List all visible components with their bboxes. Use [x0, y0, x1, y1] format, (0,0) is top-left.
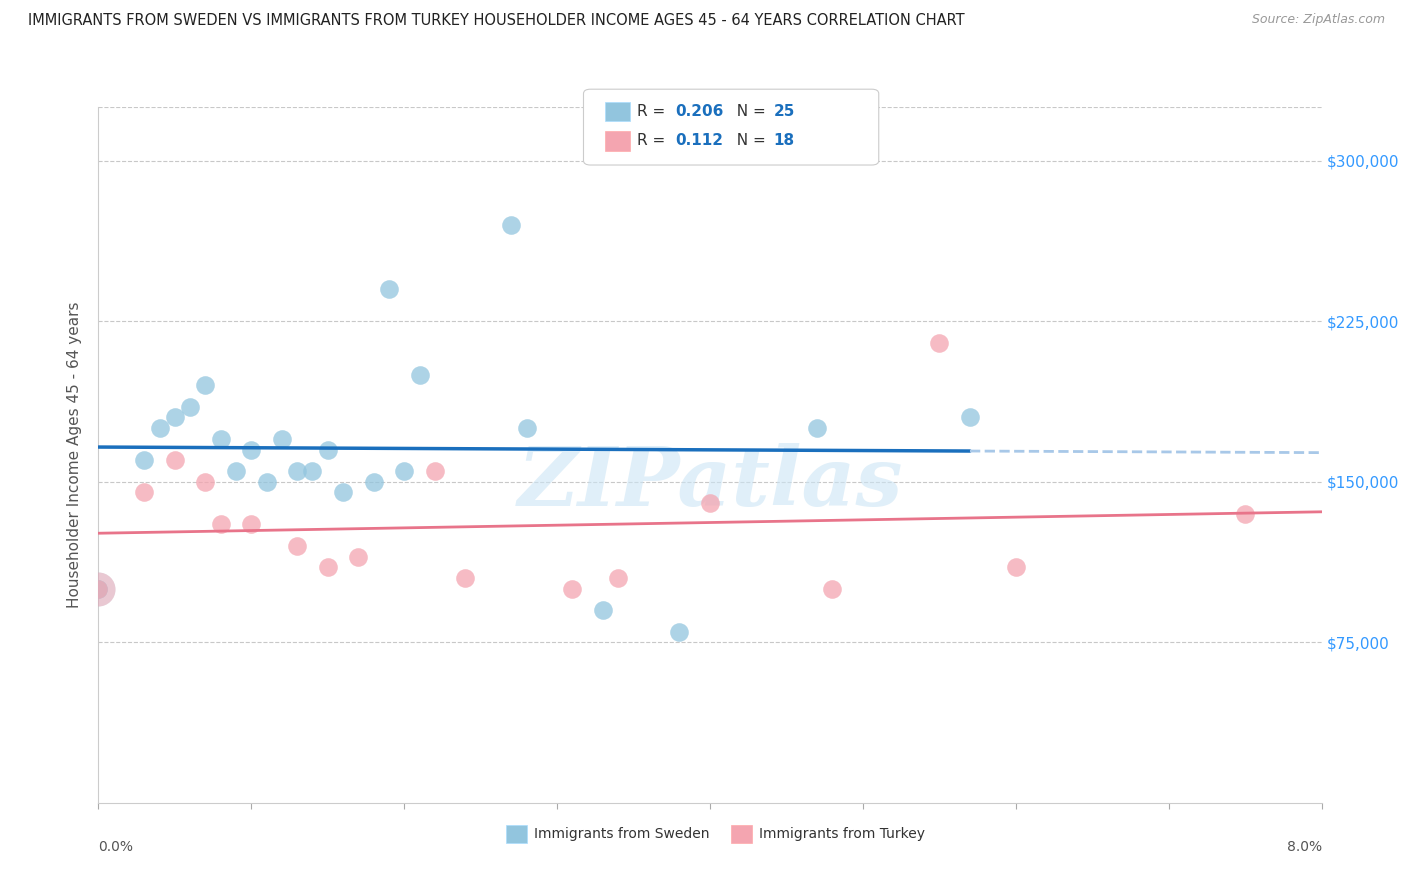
Point: [316, 560, 339, 574]
Point: [87, 582, 110, 596]
Point: [1004, 560, 1026, 574]
Point: [607, 571, 630, 585]
Point: [179, 400, 201, 414]
Point: [134, 453, 156, 467]
Point: [209, 432, 232, 446]
Point: [256, 475, 278, 489]
Point: [285, 539, 308, 553]
Point: [392, 464, 416, 478]
Point: [363, 475, 385, 489]
Point: [1234, 507, 1257, 521]
Point: [378, 282, 401, 296]
Point: [87, 582, 110, 596]
Point: [561, 582, 583, 596]
Text: IMMIGRANTS FROM SWEDEN VS IMMIGRANTS FROM TURKEY HOUSEHOLDER INCOME AGES 45 - 64: IMMIGRANTS FROM SWEDEN VS IMMIGRANTS FRO…: [28, 13, 965, 29]
Text: N =: N =: [727, 134, 770, 148]
Point: [134, 485, 156, 500]
Text: 8.0%: 8.0%: [1286, 840, 1322, 855]
Point: [149, 421, 172, 435]
Point: [240, 517, 263, 532]
Point: [87, 582, 110, 596]
Point: [592, 603, 614, 617]
Point: [163, 453, 186, 467]
Text: ZIPatlas: ZIPatlas: [517, 442, 903, 523]
Text: N =: N =: [727, 104, 770, 119]
Point: [928, 335, 950, 350]
Text: 18: 18: [773, 134, 794, 148]
Point: [699, 496, 721, 510]
Point: [821, 582, 844, 596]
Point: [270, 432, 294, 446]
Point: [668, 624, 690, 639]
Point: [332, 485, 354, 500]
Point: [347, 549, 370, 564]
Y-axis label: Householder Income Ages 45 - 64 years: Householder Income Ages 45 - 64 years: [67, 301, 83, 608]
Point: [240, 442, 263, 457]
Text: 0.112: 0.112: [675, 134, 723, 148]
Point: [163, 410, 186, 425]
Text: 0.206: 0.206: [675, 104, 723, 119]
Point: [959, 410, 981, 425]
Point: [209, 517, 232, 532]
Text: Immigrants from Sweden: Immigrants from Sweden: [534, 827, 710, 841]
Point: [501, 218, 523, 232]
Point: [285, 464, 308, 478]
Point: [316, 442, 339, 457]
Point: [454, 571, 477, 585]
Text: 25: 25: [773, 104, 794, 119]
Text: Source: ZipAtlas.com: Source: ZipAtlas.com: [1251, 13, 1385, 27]
Text: Immigrants from Turkey: Immigrants from Turkey: [759, 827, 925, 841]
Point: [516, 421, 538, 435]
Text: 0.0%: 0.0%: [98, 840, 134, 855]
Text: R =: R =: [637, 134, 675, 148]
Point: [194, 378, 217, 392]
Point: [806, 421, 828, 435]
Point: [408, 368, 430, 382]
Point: [225, 464, 247, 478]
Point: [423, 464, 446, 478]
Text: R =: R =: [637, 104, 671, 119]
Point: [87, 582, 110, 596]
Point: [301, 464, 323, 478]
Point: [194, 475, 217, 489]
